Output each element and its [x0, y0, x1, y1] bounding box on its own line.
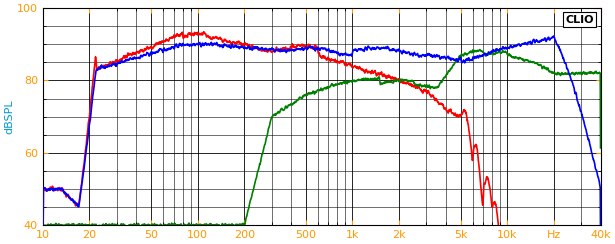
- Y-axis label: dBSPL: dBSPL: [4, 99, 14, 134]
- Text: CLIO: CLIO: [565, 15, 594, 25]
